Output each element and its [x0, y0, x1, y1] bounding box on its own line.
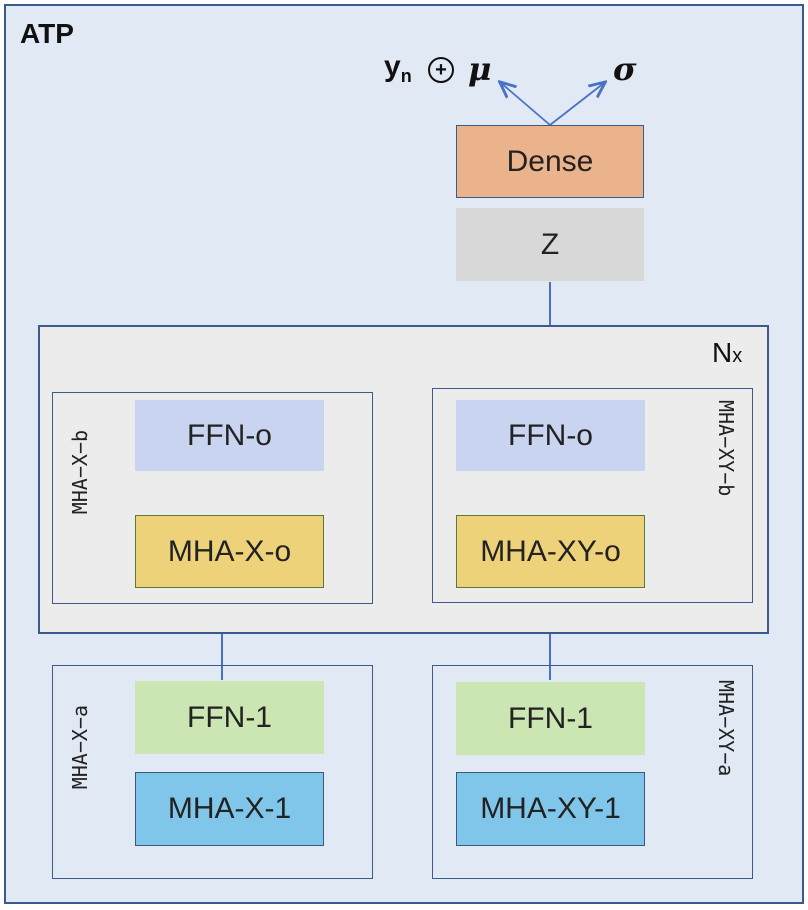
nx-subscript: x: [732, 345, 743, 367]
mha-xy-1: MHA-XY-1: [456, 772, 645, 846]
output-y-base: y: [384, 50, 401, 83]
mha-x-o: MHA-X-o: [135, 515, 324, 588]
arrow-to-mu: [501, 83, 551, 126]
mha-x-b-block: [52, 392, 373, 604]
nx-stack: [38, 325, 769, 634]
mha-xy-b-label: MHA−XY−b: [714, 400, 738, 497]
frame-title: ATP: [20, 18, 74, 49]
mha-x-a-label: MHA−X−a: [68, 705, 92, 790]
mha-x-1: MHA-X-1: [135, 772, 324, 846]
ffn-1-right: FFN-1: [456, 682, 645, 755]
ffn-1-right-label: FFN-1: [508, 701, 593, 735]
mha-xy-a-label: MHA−XY−a: [714, 680, 738, 777]
mha-x-a-block: [52, 665, 373, 879]
ffn-1-left-label: FFN-1: [187, 700, 272, 734]
dense-label: Dense: [506, 144, 594, 178]
oplus-symbol: +: [435, 59, 447, 81]
mha-xy-a-block: [432, 665, 753, 879]
output-sigma: σ: [613, 50, 637, 88]
ffn-1-left: FFN-1: [135, 681, 324, 754]
z-layer: Z: [456, 208, 644, 281]
mha-x-o-label: MHA-X-o: [167, 534, 292, 568]
ffn-o-right: FFN-o: [456, 400, 645, 471]
mha-x-b-label: MHA−X−b: [68, 430, 92, 515]
ffn-o-left-label: FFN-o: [187, 418, 272, 452]
mha-xy-o-label: MHA-XY-o: [480, 534, 621, 568]
output-y: yn: [384, 50, 412, 86]
mha-xy-o: MHA-XY-o: [456, 515, 645, 588]
dense-layer: Dense: [456, 125, 644, 198]
ffn-o-right-label: FFN-o: [508, 418, 593, 452]
mha-xy-1-label: MHA-XY-1: [480, 792, 621, 825]
z-label: Z: [540, 227, 560, 261]
output-y-subscript: n: [400, 66, 412, 86]
output-mu: μ: [468, 50, 492, 88]
mha-x-1-label: MHA-X-1: [167, 792, 292, 825]
arrow-to-sigma: [549, 83, 604, 126]
nx-label: Nx: [712, 337, 742, 369]
oplus-icon: +: [428, 57, 454, 83]
nx-base: N: [712, 337, 733, 368]
mha-xy-b-block: [432, 388, 753, 603]
ffn-o-left: FFN-o: [135, 400, 324, 471]
